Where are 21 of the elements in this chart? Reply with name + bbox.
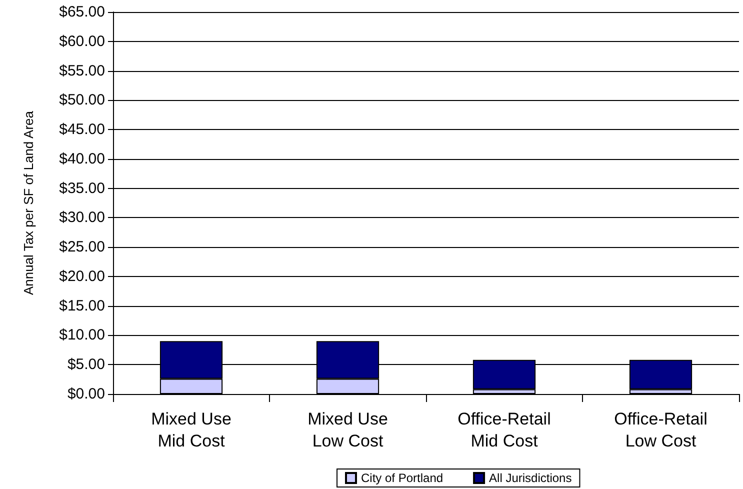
legend-label: All Jurisdictions <box>489 471 572 485</box>
y-tick-label: $0.00 <box>67 386 105 402</box>
y-tick-label: $30.00 <box>59 209 105 226</box>
y-tick-label: $45.00 <box>59 121 105 138</box>
y-tick-label: $55.00 <box>59 62 105 80</box>
y-tick-label: $60.00 <box>59 32 105 50</box>
x-tick-label: Office-Retail Mid Cost <box>458 410 551 450</box>
x-tick-label: Mixed Use Low Cost <box>308 410 388 450</box>
y-tick-label: $5.00 <box>67 356 105 374</box>
y-tick-label: $50.00 <box>59 92 105 109</box>
y-tick-label: $25.00 <box>59 238 105 256</box>
legend-label: City of Portland <box>361 471 444 485</box>
x-tick-label: Mixed Use Mid Cost <box>151 410 232 450</box>
y-tick-label: $10.00 <box>59 326 105 344</box>
y-tick-label: $15.00 <box>59 297 105 314</box>
y-tick-label: $20.00 <box>59 268 105 285</box>
y-tick-label: $35.00 <box>59 180 105 197</box>
y-tick-label: $40.00 <box>59 150 105 168</box>
y-axis-title: Annual Tax per SF of Land Area <box>21 110 36 296</box>
y-tick-label: $65.00 <box>59 4 105 20</box>
x-tick-label: Office-Retail Low Cost <box>614 410 708 450</box>
